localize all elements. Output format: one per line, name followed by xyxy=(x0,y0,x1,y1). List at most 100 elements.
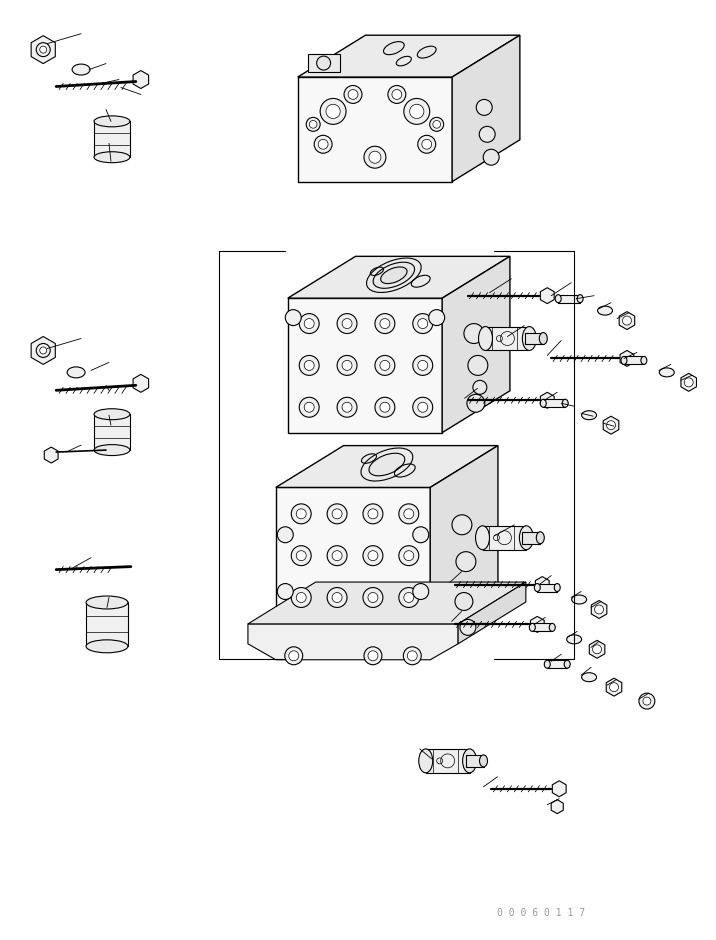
Polygon shape xyxy=(552,781,566,797)
Polygon shape xyxy=(541,392,554,408)
Circle shape xyxy=(392,89,402,100)
Circle shape xyxy=(296,551,306,560)
Bar xyxy=(543,400,565,407)
Ellipse shape xyxy=(475,525,490,550)
Circle shape xyxy=(468,355,488,375)
Circle shape xyxy=(368,592,378,603)
Circle shape xyxy=(289,650,299,661)
Circle shape xyxy=(332,551,342,560)
Circle shape xyxy=(368,551,378,560)
Circle shape xyxy=(483,149,499,165)
Polygon shape xyxy=(536,576,549,592)
Circle shape xyxy=(285,647,303,665)
Circle shape xyxy=(304,360,314,370)
Circle shape xyxy=(456,552,476,572)
Polygon shape xyxy=(551,800,563,814)
Circle shape xyxy=(479,126,495,142)
Polygon shape xyxy=(452,35,520,181)
Circle shape xyxy=(316,56,331,70)
Circle shape xyxy=(299,355,319,375)
Circle shape xyxy=(399,588,419,607)
Polygon shape xyxy=(531,617,544,633)
Ellipse shape xyxy=(581,673,596,682)
Circle shape xyxy=(304,402,314,413)
Polygon shape xyxy=(133,374,149,392)
Polygon shape xyxy=(298,77,452,181)
Circle shape xyxy=(368,509,378,519)
Circle shape xyxy=(404,551,414,560)
Circle shape xyxy=(285,309,301,325)
Circle shape xyxy=(399,504,419,524)
Ellipse shape xyxy=(544,660,551,668)
Circle shape xyxy=(337,398,357,417)
Polygon shape xyxy=(276,446,498,488)
Circle shape xyxy=(473,381,487,394)
Circle shape xyxy=(363,546,383,566)
Ellipse shape xyxy=(523,326,536,351)
Circle shape xyxy=(277,584,294,600)
Circle shape xyxy=(306,118,320,132)
Circle shape xyxy=(291,504,311,524)
Ellipse shape xyxy=(564,660,570,668)
Polygon shape xyxy=(32,36,55,64)
Bar xyxy=(94,415,130,450)
Circle shape xyxy=(327,504,347,524)
Ellipse shape xyxy=(94,116,130,127)
Bar xyxy=(465,755,483,767)
Ellipse shape xyxy=(463,749,477,773)
Circle shape xyxy=(643,697,651,705)
Polygon shape xyxy=(430,446,498,651)
Circle shape xyxy=(299,398,319,417)
Bar xyxy=(308,55,339,72)
Circle shape xyxy=(369,151,381,164)
Circle shape xyxy=(388,86,406,103)
Circle shape xyxy=(413,398,432,417)
Circle shape xyxy=(40,347,47,354)
Circle shape xyxy=(291,588,311,607)
Circle shape xyxy=(413,314,432,334)
Ellipse shape xyxy=(659,368,674,377)
Circle shape xyxy=(375,398,395,417)
Circle shape xyxy=(476,100,492,116)
Bar xyxy=(547,660,567,668)
Ellipse shape xyxy=(554,584,560,591)
Circle shape xyxy=(417,360,427,370)
Circle shape xyxy=(452,515,472,535)
Polygon shape xyxy=(589,640,605,658)
Circle shape xyxy=(639,693,655,709)
Ellipse shape xyxy=(72,64,90,75)
Circle shape xyxy=(404,99,430,124)
Circle shape xyxy=(37,42,50,56)
Ellipse shape xyxy=(598,306,612,315)
Circle shape xyxy=(417,319,427,329)
Circle shape xyxy=(327,588,347,607)
Ellipse shape xyxy=(94,445,130,456)
Ellipse shape xyxy=(541,400,546,407)
Polygon shape xyxy=(298,35,520,77)
Ellipse shape xyxy=(562,400,569,407)
Circle shape xyxy=(403,647,421,665)
Circle shape xyxy=(399,546,419,566)
Ellipse shape xyxy=(67,367,85,378)
Circle shape xyxy=(422,139,432,149)
Polygon shape xyxy=(248,624,458,660)
Ellipse shape xyxy=(549,623,555,632)
Circle shape xyxy=(404,592,414,603)
Ellipse shape xyxy=(566,634,581,644)
Ellipse shape xyxy=(539,333,547,344)
Ellipse shape xyxy=(94,151,130,163)
Circle shape xyxy=(455,592,473,610)
Circle shape xyxy=(299,314,319,334)
Ellipse shape xyxy=(419,749,432,773)
Circle shape xyxy=(332,592,342,603)
Ellipse shape xyxy=(555,294,561,303)
Ellipse shape xyxy=(571,595,586,604)
Ellipse shape xyxy=(384,41,405,55)
Ellipse shape xyxy=(641,356,647,365)
Circle shape xyxy=(375,314,395,334)
Circle shape xyxy=(606,421,616,430)
Circle shape xyxy=(407,650,417,661)
Circle shape xyxy=(404,509,414,519)
Polygon shape xyxy=(288,298,442,432)
Polygon shape xyxy=(133,70,149,88)
